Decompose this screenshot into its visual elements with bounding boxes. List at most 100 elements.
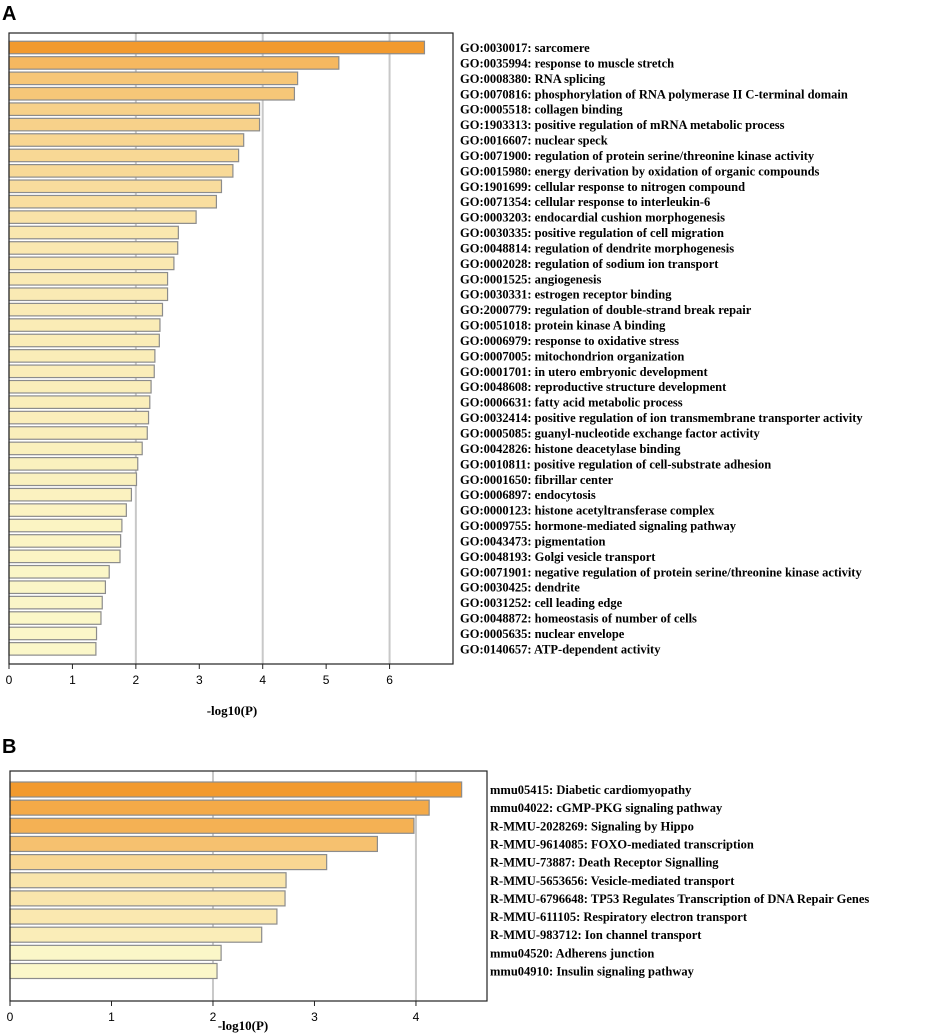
panel-letter-b: B: [2, 736, 16, 758]
category-label: GO:0007005: mitochondrion organization: [460, 349, 684, 363]
bar-26: [8, 426, 148, 440]
category-label: GO:0001525: angiogenesis: [460, 272, 601, 286]
category-label: mmu04022: cGMP-PKG signaling pathway: [490, 801, 723, 815]
bar-39: [8, 626, 98, 641]
bar-30: [8, 487, 133, 502]
x-tick-label: 3: [196, 673, 203, 687]
x-tick-label: 1: [108, 1010, 115, 1024]
bar-22: [8, 364, 155, 379]
bar-19: [8, 318, 161, 332]
bar-11: [9, 962, 218, 980]
x-tick-label: 0: [7, 1010, 14, 1024]
bar-11: [8, 194, 218, 209]
category-label: GO:0031252: cell leading edge: [460, 596, 623, 610]
bar-18: [8, 302, 164, 317]
bar-33: [8, 534, 122, 548]
bar-20: [8, 333, 160, 348]
x-tick-label: 2: [133, 673, 140, 687]
category-label: GO:0035994: response to muscle stretch: [460, 56, 674, 70]
category-label: GO:0048608: reproductive structure devel…: [460, 380, 727, 394]
category-label: mmu05415: Diabetic cardiomyopathy: [490, 783, 692, 797]
bar-15: [8, 256, 175, 271]
bar-38: [8, 611, 102, 625]
category-label: GO:0005085: guanyl-nucleotide exchange f…: [460, 427, 760, 441]
plot-frame: [9, 770, 488, 1002]
x-tick-label: 5: [323, 673, 330, 687]
x-tick-label: 3: [311, 1010, 318, 1024]
category-label: GO:0000123: histone acetyltransferase co…: [460, 504, 715, 518]
category-label: GO:0043473: pigmentation: [460, 534, 606, 548]
category-label: GO:0002028: regulation of sodium ion tra…: [460, 257, 719, 271]
category-label: GO:0030017: sarcomere: [460, 41, 590, 55]
category-label: GO:0001701: in utero embryonic developme…: [460, 365, 708, 379]
category-label: GO:0030335: positive regulation of cell …: [460, 226, 724, 240]
bar-35: [8, 564, 110, 579]
bar-31: [8, 503, 127, 517]
plot-frame: [8, 32, 454, 665]
category-label: GO:0006631: fatty acid metabolic process: [460, 396, 683, 410]
x-tick-label: 4: [413, 1010, 420, 1024]
x-axis-title: -log10(P): [218, 1018, 269, 1033]
x-tick-label: 0: [6, 673, 13, 687]
bar-7: [8, 133, 245, 147]
bar-27: [8, 441, 143, 456]
bar-1: [8, 40, 426, 55]
bar-2: [8, 56, 340, 70]
bar-1: [9, 781, 463, 798]
category-label: GO:0048193: Golgi vesicle transport: [460, 550, 656, 564]
category-label: GO:0051018: protein kinase A binding: [460, 319, 666, 333]
bar-10: [8, 179, 223, 194]
bar-16: [8, 271, 169, 286]
bar-23: [8, 379, 152, 394]
category-label: GO:0015980: energy derivation by oxidati…: [460, 164, 820, 178]
x-tick-label: 4: [259, 673, 266, 687]
category-label: GO:0071901: negative regulation of prote…: [460, 565, 862, 579]
bar-29: [8, 472, 138, 487]
category-label: GO:0030425: dendrite: [460, 581, 580, 595]
category-label: GO:0042826: histone deacetylase binding: [460, 442, 681, 456]
bar-5: [9, 853, 328, 871]
category-label: R-MMU-6796648: TP53 Regulates Transcript…: [490, 892, 869, 906]
bar-4: [8, 86, 296, 101]
bar-21: [8, 349, 156, 363]
category-label: GO:0009755: hormone-mediated signaling p…: [460, 519, 737, 533]
bar-25: [8, 410, 150, 425]
bar-34: [8, 549, 121, 564]
category-label: GO:0010811: positive regulation of cell-…: [460, 457, 771, 471]
category-label: GO:0071354: cellular response to interle…: [460, 195, 710, 209]
category-label: GO:0006979: response to oxidative stress: [460, 334, 679, 348]
bar-3: [8, 71, 299, 86]
category-label: GO:0006897: endocytosis: [460, 488, 596, 502]
x-axis-title: -log10(P): [207, 703, 258, 718]
bar-7: [9, 890, 286, 907]
bar-28: [8, 456, 139, 471]
bar-37: [8, 595, 103, 610]
category-label: R-MMU-73887: Death Receptor Signalling: [490, 856, 719, 870]
panel-letter-a: A: [2, 3, 16, 25]
category-label: GO:0005518: collagen binding: [460, 103, 623, 117]
x-tick-label: 2: [210, 1010, 217, 1024]
bar-17: [8, 287, 169, 302]
category-label: GO:2000779: regulation of double-strand …: [460, 303, 752, 317]
bar-2: [9, 799, 430, 816]
category-label: GO:0001650: fibrillar center: [460, 473, 614, 487]
category-label: R-MMU-611105: Respiratory electron trans…: [490, 910, 748, 924]
category-label: R-MMU-983712: Ion channel transport: [490, 928, 702, 942]
bar-6: [8, 117, 261, 132]
category-label: GO:0016607: nuclear speck: [460, 134, 608, 148]
category-label: GO:0032414: positive regulation of ion t…: [460, 411, 863, 425]
category-label: GO:0070816: phosphorylation of RNA polym…: [460, 87, 848, 101]
category-label: GO:0008380: RNA splicing: [460, 72, 606, 86]
category-label: GO:0140657: ATP-dependent activity: [460, 642, 661, 656]
category-label: GO:0003203: endocardial cushion morphoge…: [460, 211, 725, 225]
bar-32: [8, 518, 123, 533]
bar-36: [8, 580, 107, 595]
bar-24: [8, 395, 151, 410]
category-label: GO:0030331: estrogen receptor binding: [460, 288, 672, 302]
category-label: GO:1903313: positive regulation of mRNA …: [460, 118, 785, 132]
x-tick-label: 1: [69, 673, 76, 687]
category-label: GO:0071900: regulation of protein serine…: [460, 149, 815, 163]
bar-10: [9, 944, 222, 961]
